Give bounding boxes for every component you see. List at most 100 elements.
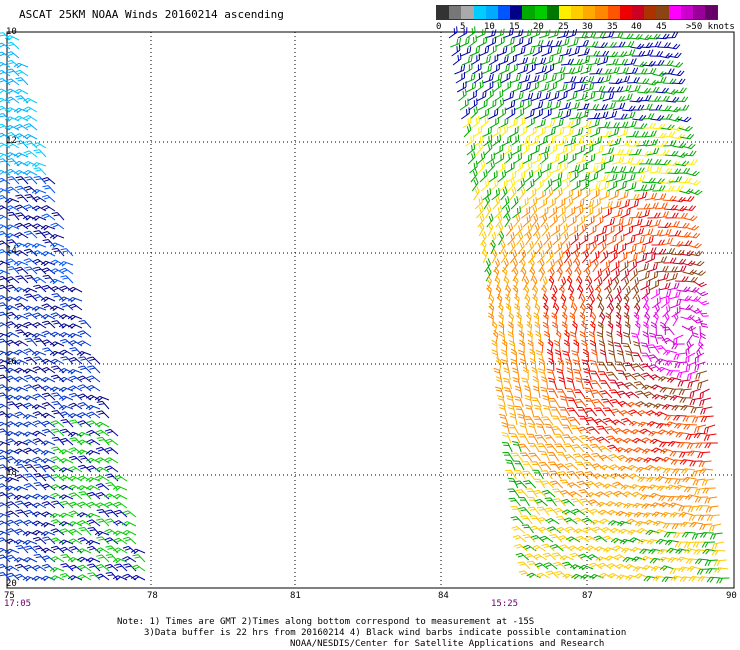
wind-barb	[683, 486, 698, 493]
wind-barb	[706, 514, 720, 522]
wind-barb	[635, 520, 650, 527]
wind-barb	[515, 107, 525, 120]
wind-barb	[680, 521, 695, 528]
wind-barb	[0, 269, 11, 276]
wind-barb	[644, 311, 650, 327]
wind-barb	[570, 117, 581, 129]
wind-barb	[514, 405, 526, 417]
wind-barb	[665, 272, 678, 282]
wind-barb	[606, 234, 617, 246]
wind-barb	[649, 374, 664, 381]
wind-barb	[647, 484, 662, 491]
wind-barb	[668, 176, 683, 183]
wind-barb	[564, 196, 574, 210]
wind-barb	[0, 113, 11, 122]
wind-barb	[503, 151, 513, 165]
wind-barb	[625, 182, 637, 192]
wind-barb	[95, 446, 110, 455]
wind-barb	[643, 575, 658, 582]
wind-barb	[580, 242, 590, 255]
wind-barb	[631, 352, 643, 363]
wind-barb	[31, 243, 47, 249]
wind-barb	[515, 489, 529, 498]
wind-barb	[694, 558, 709, 565]
wind-barb	[559, 555, 574, 561]
wind-barb	[546, 368, 556, 381]
wind-barb	[524, 56, 537, 66]
wind-barb	[60, 419, 74, 428]
wind-barb	[566, 397, 578, 408]
wind-barb	[576, 480, 591, 489]
wind-barb	[50, 465, 65, 473]
wind-barb	[0, 170, 11, 176]
wind-barb	[579, 120, 592, 129]
wind-barb	[532, 162, 543, 174]
wind-barb	[598, 241, 607, 255]
wind-barb	[5, 321, 20, 329]
wind-barb	[567, 102, 580, 111]
wind-barb	[659, 290, 672, 300]
wind-barb	[564, 462, 579, 471]
wind-barb	[32, 447, 47, 455]
wind-barb	[13, 296, 29, 302]
wind-barb	[682, 269, 697, 275]
wind-barb	[0, 350, 11, 356]
wind-barb	[0, 188, 11, 194]
lat-tick-14: 14	[6, 246, 17, 256]
wind-barb	[596, 293, 603, 309]
wind-barb	[605, 110, 618, 120]
wind-barb	[593, 535, 608, 543]
wind-barb	[668, 290, 681, 300]
wind-barb	[649, 166, 663, 174]
wind-barb	[5, 142, 20, 149]
wind-barb	[465, 134, 475, 147]
wind-barb	[547, 29, 560, 39]
wind-barb	[627, 140, 641, 147]
wind-barb	[576, 103, 590, 111]
wind-barb	[105, 509, 119, 518]
wind-barb	[42, 185, 56, 194]
wind-barb	[541, 416, 554, 426]
wind-barb	[542, 293, 549, 309]
wind-barb	[624, 321, 631, 336]
wind-barb	[42, 320, 56, 329]
wind-barb	[13, 314, 29, 321]
wind-barb	[104, 428, 119, 437]
wind-barb	[512, 152, 522, 165]
wind-barb	[4, 35, 20, 41]
wind-barb	[618, 410, 633, 417]
wind-barb	[60, 248, 74, 257]
wind-barb	[698, 316, 709, 328]
wind-barb	[527, 497, 539, 507]
legend-label: 45	[656, 22, 667, 32]
wind-barb	[86, 491, 101, 500]
wind-barb	[578, 172, 590, 183]
wind-barb	[42, 239, 56, 248]
wind-barb	[645, 252, 656, 264]
wind-barb	[13, 88, 29, 95]
wind-barb	[32, 420, 47, 428]
wind-barb	[41, 366, 56, 374]
wind-barb	[634, 184, 648, 192]
wind-barb	[516, 178, 525, 192]
wind-barb	[648, 159, 662, 165]
wind-barb	[655, 538, 671, 545]
wind-barb	[665, 212, 679, 219]
wind-barb	[77, 464, 92, 473]
wind-barb	[631, 332, 641, 345]
wind-barb	[530, 535, 545, 543]
wind-barb	[565, 388, 577, 399]
wind-barb	[23, 356, 38, 365]
wind-barb	[574, 398, 587, 408]
wind-barb	[540, 480, 555, 489]
wind-barb	[562, 573, 577, 579]
wind-barb	[689, 397, 703, 406]
wind-barb	[490, 63, 500, 75]
wind-barb	[610, 537, 626, 544]
wind-barb	[507, 177, 516, 192]
wind-barb	[641, 448, 657, 455]
wind-barb	[587, 112, 601, 120]
wind-barb	[662, 522, 677, 529]
wind-barb	[542, 552, 557, 561]
wind-barb	[619, 538, 635, 545]
